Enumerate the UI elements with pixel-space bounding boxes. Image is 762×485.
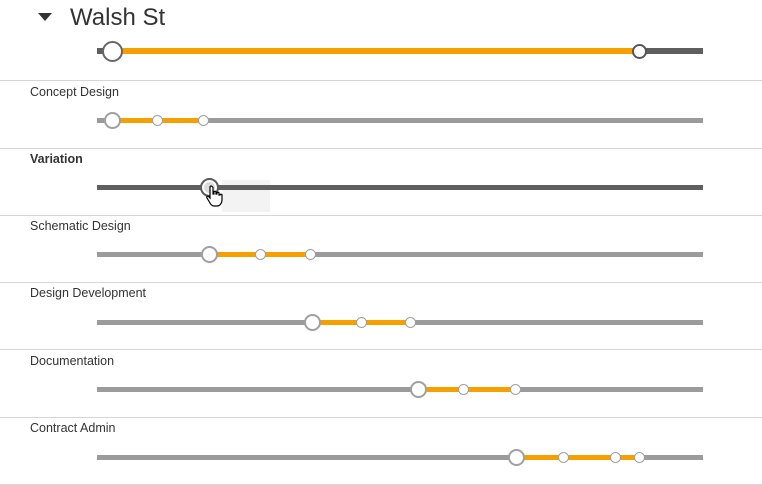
project-timeline-track[interactable] bbox=[97, 40, 703, 62]
phase-start-handle[interactable] bbox=[409, 381, 427, 398]
phase-row-schematic-design: Schematic Design bbox=[0, 215, 762, 283]
project-title: Walsh St bbox=[70, 4, 166, 31]
phase-milestone-handle[interactable] bbox=[152, 115, 164, 126]
phase-row-contract-admin: Contract Admin bbox=[0, 417, 762, 485]
phase-row-variation: Variation bbox=[0, 148, 762, 216]
phase-label: Documentation bbox=[30, 354, 115, 368]
phase-row-design-development: Design Development bbox=[0, 282, 762, 350]
phase-milestone-handle[interactable] bbox=[198, 115, 210, 126]
phase-fill bbox=[516, 455, 640, 460]
project-end-handle[interactable] bbox=[631, 43, 647, 59]
project-start-handle[interactable] bbox=[101, 40, 123, 62]
phase-track[interactable] bbox=[97, 178, 703, 197]
phase-start-handle[interactable] bbox=[200, 178, 220, 197]
phase-label: Design Development bbox=[30, 286, 147, 300]
caret-down-icon[interactable] bbox=[38, 13, 52, 21]
phase-label: Schematic Design bbox=[30, 219, 131, 233]
project-header: Walsh St bbox=[0, 0, 762, 81]
phase-start-handle[interactable] bbox=[201, 246, 219, 263]
phase-start-handle[interactable] bbox=[103, 112, 121, 129]
phase-track[interactable] bbox=[97, 314, 703, 331]
phase-milestone-handle[interactable] bbox=[634, 452, 646, 463]
phase-row-concept-design: Concept Design bbox=[0, 81, 762, 149]
phase-label: Concept Design bbox=[30, 85, 119, 99]
phase-start-handle[interactable] bbox=[303, 314, 321, 331]
phase-track[interactable] bbox=[97, 112, 703, 129]
phase-milestone-handle[interactable] bbox=[509, 384, 521, 395]
phase-milestone-handle[interactable] bbox=[304, 249, 316, 260]
phase-label: Contract Admin bbox=[30, 421, 116, 435]
project-timeline-fill bbox=[112, 48, 640, 54]
phase-track[interactable] bbox=[97, 246, 703, 263]
phase-milestone-handle[interactable] bbox=[254, 249, 266, 260]
phase-start-handle[interactable] bbox=[508, 449, 526, 466]
phase-milestone-handle[interactable] bbox=[458, 384, 470, 395]
phase-track[interactable] bbox=[97, 449, 703, 466]
phase-milestone-handle[interactable] bbox=[405, 317, 417, 328]
phase-track[interactable] bbox=[97, 381, 703, 398]
phase-milestone-handle[interactable] bbox=[356, 317, 368, 328]
phase-row-documentation: Documentation bbox=[0, 350, 762, 418]
phase-milestone-handle[interactable] bbox=[558, 452, 570, 463]
phase-label: Variation bbox=[30, 152, 83, 166]
phase-milestone-handle[interactable] bbox=[609, 452, 621, 463]
